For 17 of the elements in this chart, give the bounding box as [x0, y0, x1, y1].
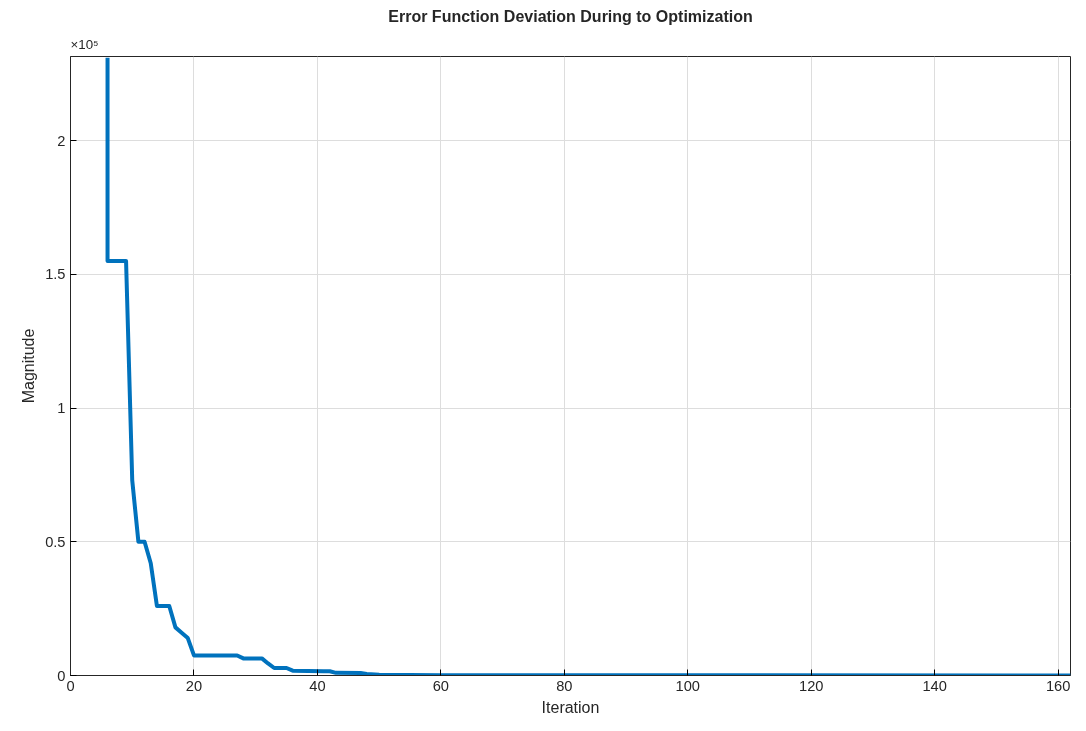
y-tick-label: 1.5 [45, 266, 66, 283]
x-tick-label: 60 [432, 677, 450, 694]
text: ×10⁵ [70, 36, 99, 52]
chart-title: Error Function Deviation During to Optimization [388, 7, 753, 25]
x-tick-label: 140 [922, 677, 947, 694]
x-tick-label: 120 [799, 677, 824, 694]
x-tick-label: 100 [675, 677, 701, 694]
x-tick-label: 80 [556, 677, 573, 694]
x-tick-label: 20 [185, 677, 203, 694]
y-tick-label: 1 [57, 400, 66, 417]
y-tick-label: 2 [57, 132, 66, 149]
x-axis-title: Iteration [541, 698, 600, 716]
x-tick-label: 160 [1045, 677, 1071, 694]
y-tick-label: 0.5 [45, 533, 66, 550]
line-series [105, 56, 1071, 676]
y-axis-title: Magnitude [20, 328, 38, 404]
x-tick-label: 40 [309, 677, 326, 694]
